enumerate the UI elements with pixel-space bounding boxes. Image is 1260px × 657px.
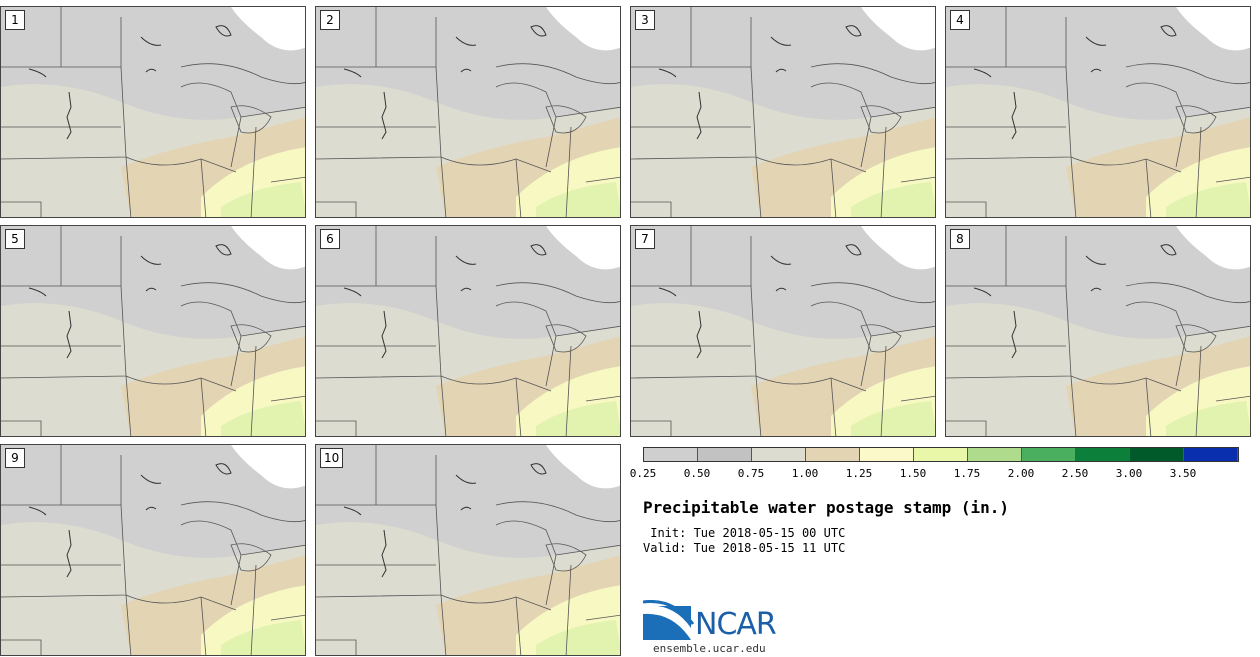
colorbar-tick-label: 3.00 — [1115, 467, 1143, 480]
colorbar — [643, 447, 1239, 462]
colorbar-tick-label: 1.50 — [899, 467, 927, 480]
colorbar-swatch — [968, 448, 1022, 461]
map-panel: 8 — [945, 225, 1251, 437]
panel-number: 3 — [635, 10, 655, 30]
panel-number: 6 — [320, 229, 340, 249]
map-panel: 5 — [0, 225, 306, 437]
colorbar-swatch — [860, 448, 914, 461]
map-panel: 9 — [0, 444, 306, 656]
colorbar-tick-label: 0.50 — [683, 467, 711, 480]
colorbar-tick-label: 1.00 — [791, 467, 819, 480]
colorbar-swatch — [1022, 448, 1076, 461]
colorbar-tick-label: 1.25 — [845, 467, 873, 480]
logo-url: ensemble.ucar.edu — [653, 642, 766, 655]
colorbar-swatch — [752, 448, 806, 461]
panel-number: 8 — [950, 229, 970, 249]
colorbar-swatch — [1076, 448, 1130, 461]
ncar-logo-text: NCAR — [695, 607, 777, 642]
panel-number: 1 — [5, 10, 25, 30]
colorbar-tick-label: 2.50 — [1061, 467, 1089, 480]
map-panel: 2 — [315, 6, 621, 218]
panel-number: 10 — [320, 448, 344, 468]
panel-number: 7 — [635, 229, 655, 249]
map-title: Precipitable water postage stamp (in.) — [643, 498, 1010, 517]
colorbar-tick-label: 1.75 — [953, 467, 981, 480]
panel-number: 9 — [5, 448, 25, 468]
colorbar-tick-label: 0.75 — [737, 467, 765, 480]
colorbar-swatch — [1130, 448, 1184, 461]
map-panel: 10 — [315, 444, 621, 656]
colorbar-tick-label: 0.25 — [629, 467, 657, 480]
map-panel: 3 — [630, 6, 936, 218]
colorbar-swatch — [914, 448, 968, 461]
panel-number: 2 — [320, 10, 340, 30]
panel-number: 4 — [950, 10, 970, 30]
valid-time: Valid: Tue 2018-05-15 11 UTC — [643, 541, 846, 555]
map-panel: 4 — [945, 6, 1251, 218]
colorbar-swatch — [644, 448, 698, 461]
colorbar-swatch — [1184, 448, 1238, 461]
ncar-logo-icon — [643, 600, 695, 640]
colorbar-swatch — [806, 448, 860, 461]
map-panel: 6 — [315, 225, 621, 437]
map-panel: 1 — [0, 6, 306, 218]
colorbar-tick-label: 2.00 — [1007, 467, 1035, 480]
init-time: Init: Tue 2018-05-15 00 UTC — [643, 526, 846, 540]
colorbar-swatch — [698, 448, 752, 461]
panel-number: 5 — [5, 229, 25, 249]
colorbar-tick-label: 3.50 — [1169, 467, 1197, 480]
map-panel: 7 — [630, 225, 936, 437]
